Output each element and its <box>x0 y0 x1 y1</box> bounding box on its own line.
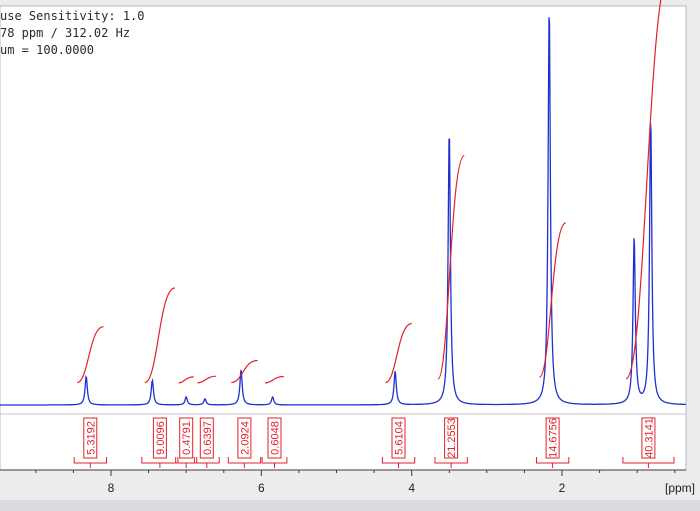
integral-bracket-1 <box>141 457 179 468</box>
integral-value-label: 0.6048 <box>270 421 282 455</box>
integral-value-label: 5.6104 <box>394 421 406 455</box>
integral-value-label: 0.4791 <box>181 421 193 455</box>
plot-frame <box>0 5 687 471</box>
integral-sum-readout: um = 100.0000 <box>0 43 94 57</box>
x-axis-label: [ppm] <box>665 481 695 495</box>
integral-curve-2 <box>178 376 194 384</box>
integral-curve-0 <box>76 326 104 384</box>
x-tick-label: 8 <box>108 481 115 495</box>
integral-label-box-3 <box>199 417 214 459</box>
bottom-strip <box>0 500 700 511</box>
x-tick-label: 6 <box>258 481 265 495</box>
integral-bracket-7 <box>434 457 468 468</box>
integral-value-label: 9.0096 <box>155 421 167 455</box>
sensitivity-readout: use Sensitivity: 1.0 <box>0 9 145 23</box>
integral-curve-1 <box>144 287 176 384</box>
integral-curve-6 <box>385 323 412 384</box>
integral-value-label: 2.0924 <box>239 421 251 455</box>
integral-bracket-8 <box>536 457 570 468</box>
integral-bracket-2 <box>175 457 198 468</box>
integral-bracket-6 <box>381 457 416 468</box>
integral-label-box-9 <box>641 417 656 459</box>
integral-bracket-9 <box>622 457 675 468</box>
integral-curve-4 <box>231 359 258 384</box>
integral-value-label: 40.3141 <box>643 418 655 458</box>
integral-label-box-1 <box>152 417 167 459</box>
integral-bracket-4 <box>227 457 262 468</box>
integral-curve-8 <box>538 222 567 378</box>
integral-bracket-3 <box>193 457 220 468</box>
integral-curve-5 <box>265 375 284 384</box>
integral-value-label: 5.3192 <box>85 421 97 455</box>
integral-value-label: 0.6397 <box>202 421 214 455</box>
integral-value-label: 14.6756 <box>548 418 560 458</box>
integral-label-box-6 <box>391 417 406 459</box>
x-tick-label: 4 <box>408 481 415 495</box>
integral-curve-9 <box>625 0 662 380</box>
integral-bracket-5 <box>261 457 288 468</box>
integral-label-box-5 <box>267 417 282 459</box>
integral-label-box-4 <box>237 417 252 459</box>
integral-bracket-0 <box>73 457 107 468</box>
integral-label-box-7 <box>444 417 459 459</box>
integral-label-box-2 <box>179 417 194 459</box>
integral-value-label: 21.2553 <box>446 418 458 458</box>
integral-curve-3 <box>197 375 217 384</box>
integral-label-box-0 <box>83 417 98 459</box>
spectrum-trace <box>0 17 686 406</box>
x-tick-label: 2 <box>559 481 566 495</box>
integral-curve-7 <box>437 155 465 380</box>
ppm-hz-readout: 78 ppm / 312.02 Hz <box>0 26 131 40</box>
integral-label-box-8 <box>545 417 560 459</box>
